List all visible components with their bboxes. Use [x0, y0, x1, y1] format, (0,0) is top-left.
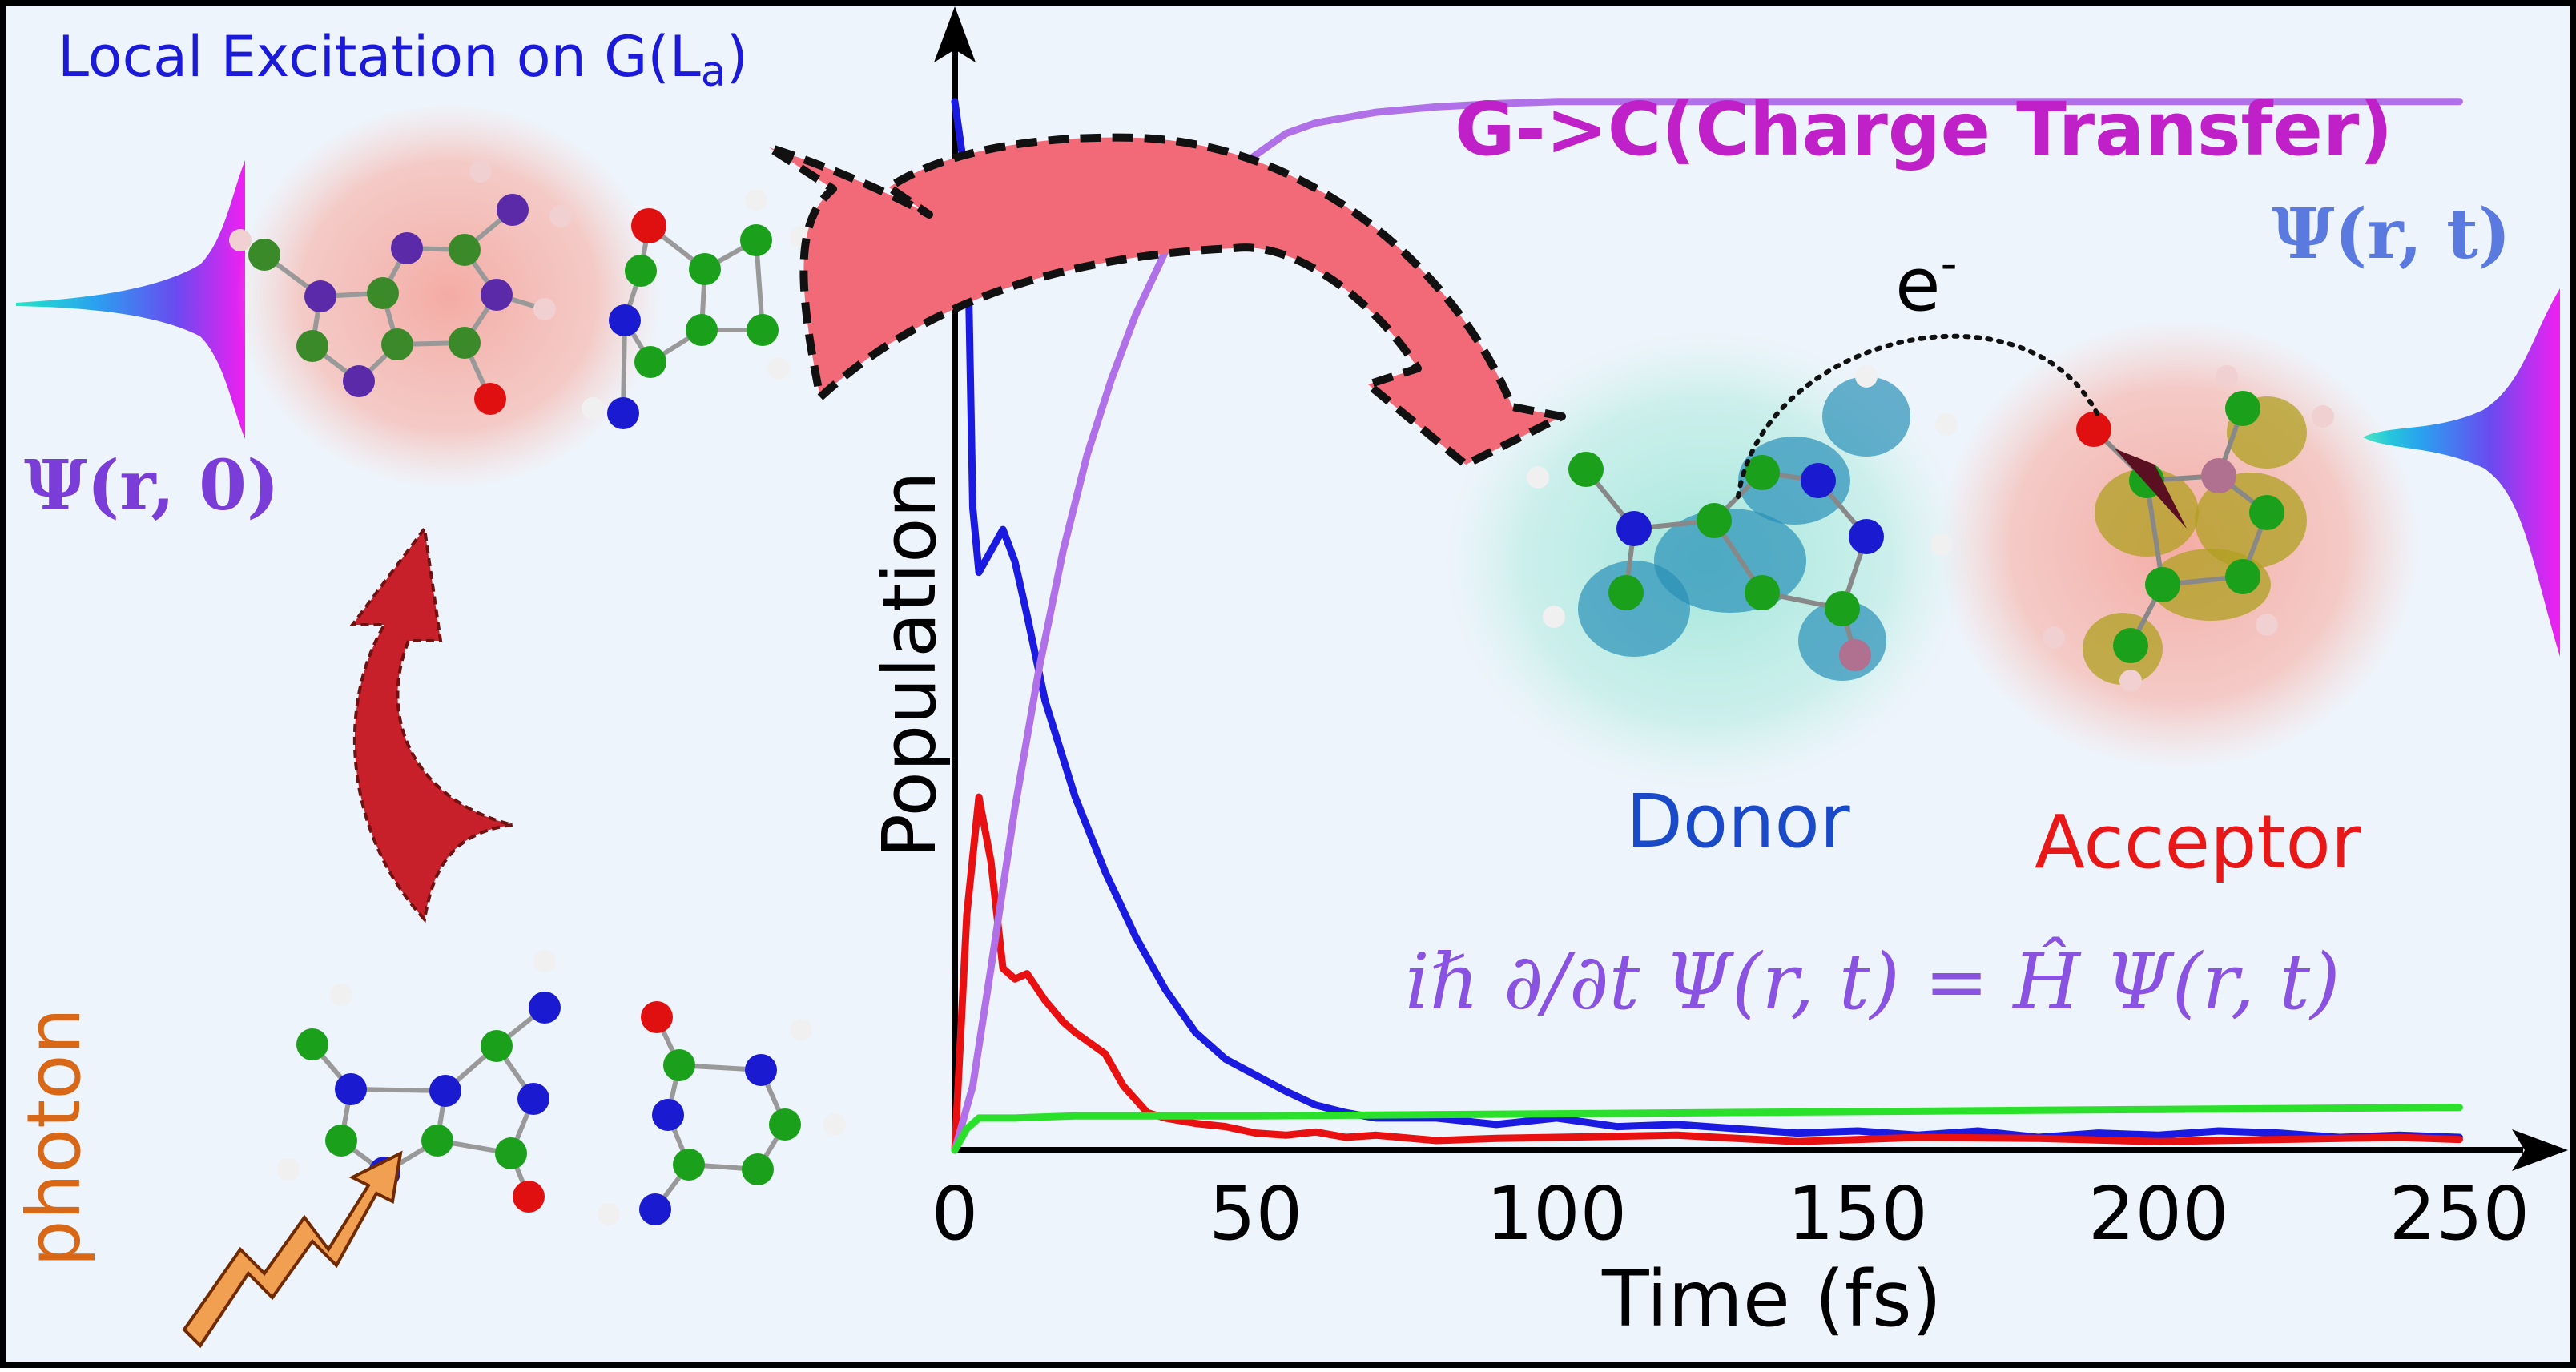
local-excitation-label: Local Excitation on G(La) — [58, 24, 748, 96]
molecule-cytosine-top — [582, 189, 812, 429]
psi-time-label: Ψ(r, t) — [2272, 194, 2511, 275]
x-tick-label: 0 — [931, 1171, 979, 1257]
curved-transfer-arrow — [765, 133, 1566, 469]
x-tick-label: 150 — [1787, 1171, 1928, 1257]
x-axis-label: Time (fs) — [1602, 1254, 1942, 1344]
x-tick-label: 50 — [1209, 1171, 1303, 1257]
excited-base-glow — [236, 104, 661, 489]
molecule-guanine-top — [229, 160, 572, 415]
donor-label: Donor — [1626, 779, 1850, 864]
molecule-acceptor — [2043, 365, 2334, 692]
series-line-3 — [951, 1104, 2463, 1154]
schrodinger-equation: iℏ ∂/∂t Ψ(r, t) = Ĥ Ψ(r, t) — [1405, 937, 2341, 1027]
electron-hop-dotted-arrow — [1736, 333, 2101, 499]
electron-hop-arrowhead — [2115, 449, 2187, 529]
electron-label: e- — [1895, 236, 1958, 328]
wavepacket-gaussian-right — [2363, 288, 2560, 657]
excitation-arrow — [349, 524, 513, 923]
charge-transfer-label: G->C(Charge Transfer) — [1455, 87, 2393, 172]
acceptor-label: Acceptor — [2035, 799, 2361, 885]
molecule-donor — [1527, 365, 1958, 681]
x-tick-label: 100 — [1486, 1171, 1628, 1257]
x-tick-label: 200 — [2087, 1171, 2229, 1257]
molecule-gc-pair-bottom — [277, 950, 846, 1225]
wavepacket-gaussian-left — [16, 160, 245, 439]
x-tick-label: 250 — [2389, 1171, 2530, 1257]
y-axis-label: Population — [867, 471, 952, 859]
series-line-1 — [951, 793, 2463, 1154]
psi-initial-label: Ψ(r, 0) — [24, 445, 280, 526]
photon-zigzag-arrow — [182, 1150, 403, 1349]
photon-label: photon — [11, 1008, 97, 1267]
